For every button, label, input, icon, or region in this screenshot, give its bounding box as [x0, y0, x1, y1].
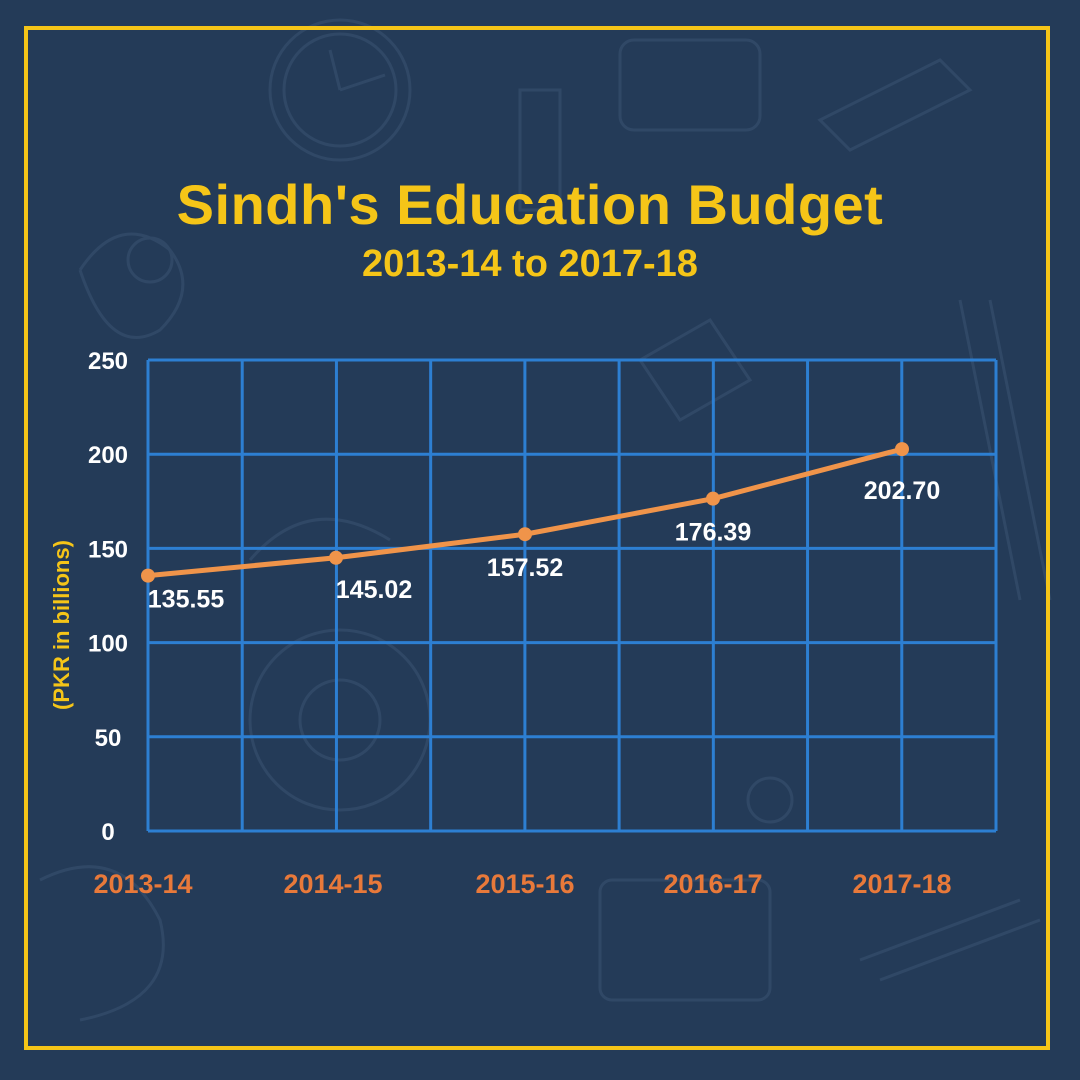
data-label: 176.39 — [675, 519, 751, 547]
data-label: 135.55 — [148, 586, 225, 614]
book-doodle-icon — [618, 38, 762, 132]
x-tick-label: 2015-16 — [475, 869, 574, 899]
data-labels: 135.55 145.02 157.52 176.39 202.70 — [148, 477, 940, 614]
chart-subtitle: 2013-14 to 2017-18 — [362, 243, 698, 285]
series — [141, 442, 909, 583]
data-point — [141, 568, 155, 583]
data-label: 145.02 — [336, 576, 412, 604]
data-point — [895, 442, 909, 457]
pencil-doodle-icon — [817, 58, 973, 152]
flask-doodle-icon — [78, 232, 185, 339]
x-tick-label: 2017-18 — [852, 869, 951, 899]
x-tick-label: 2013-14 — [93, 869, 192, 899]
chart-title: Sindh's Education Budget — [176, 173, 884, 236]
data-point — [518, 527, 532, 542]
data-label: 157.52 — [487, 554, 563, 582]
clock-doodle-icon — [268, 18, 412, 162]
ticks: 0 50 100 150 200 250 2013-14 2014-15 2015-16 2016… — [88, 348, 952, 899]
ruler-doodle-icon — [958, 299, 1022, 601]
test-tube-doodle-icon — [518, 88, 562, 212]
data-point — [706, 491, 720, 506]
x-tick-label: 2014-15 — [283, 869, 382, 899]
x-tick-label: 2016-17 — [663, 869, 762, 899]
y-tick-label: 200 — [88, 442, 128, 469]
y-tick-label: 100 — [88, 631, 128, 658]
notebook-doodle-icon — [598, 878, 772, 1002]
frame-border — [24, 26, 1050, 1050]
y-tick-label: 250 — [88, 348, 128, 375]
y-tick-label: 0 — [101, 819, 114, 846]
y-tick-label: 150 — [88, 536, 128, 563]
apple-doodle-icon — [39, 865, 165, 1022]
data-point — [329, 550, 343, 565]
y-tick-label: 50 — [95, 725, 122, 752]
data-label: 202.70 — [864, 477, 940, 505]
grid — [146, 358, 998, 833]
